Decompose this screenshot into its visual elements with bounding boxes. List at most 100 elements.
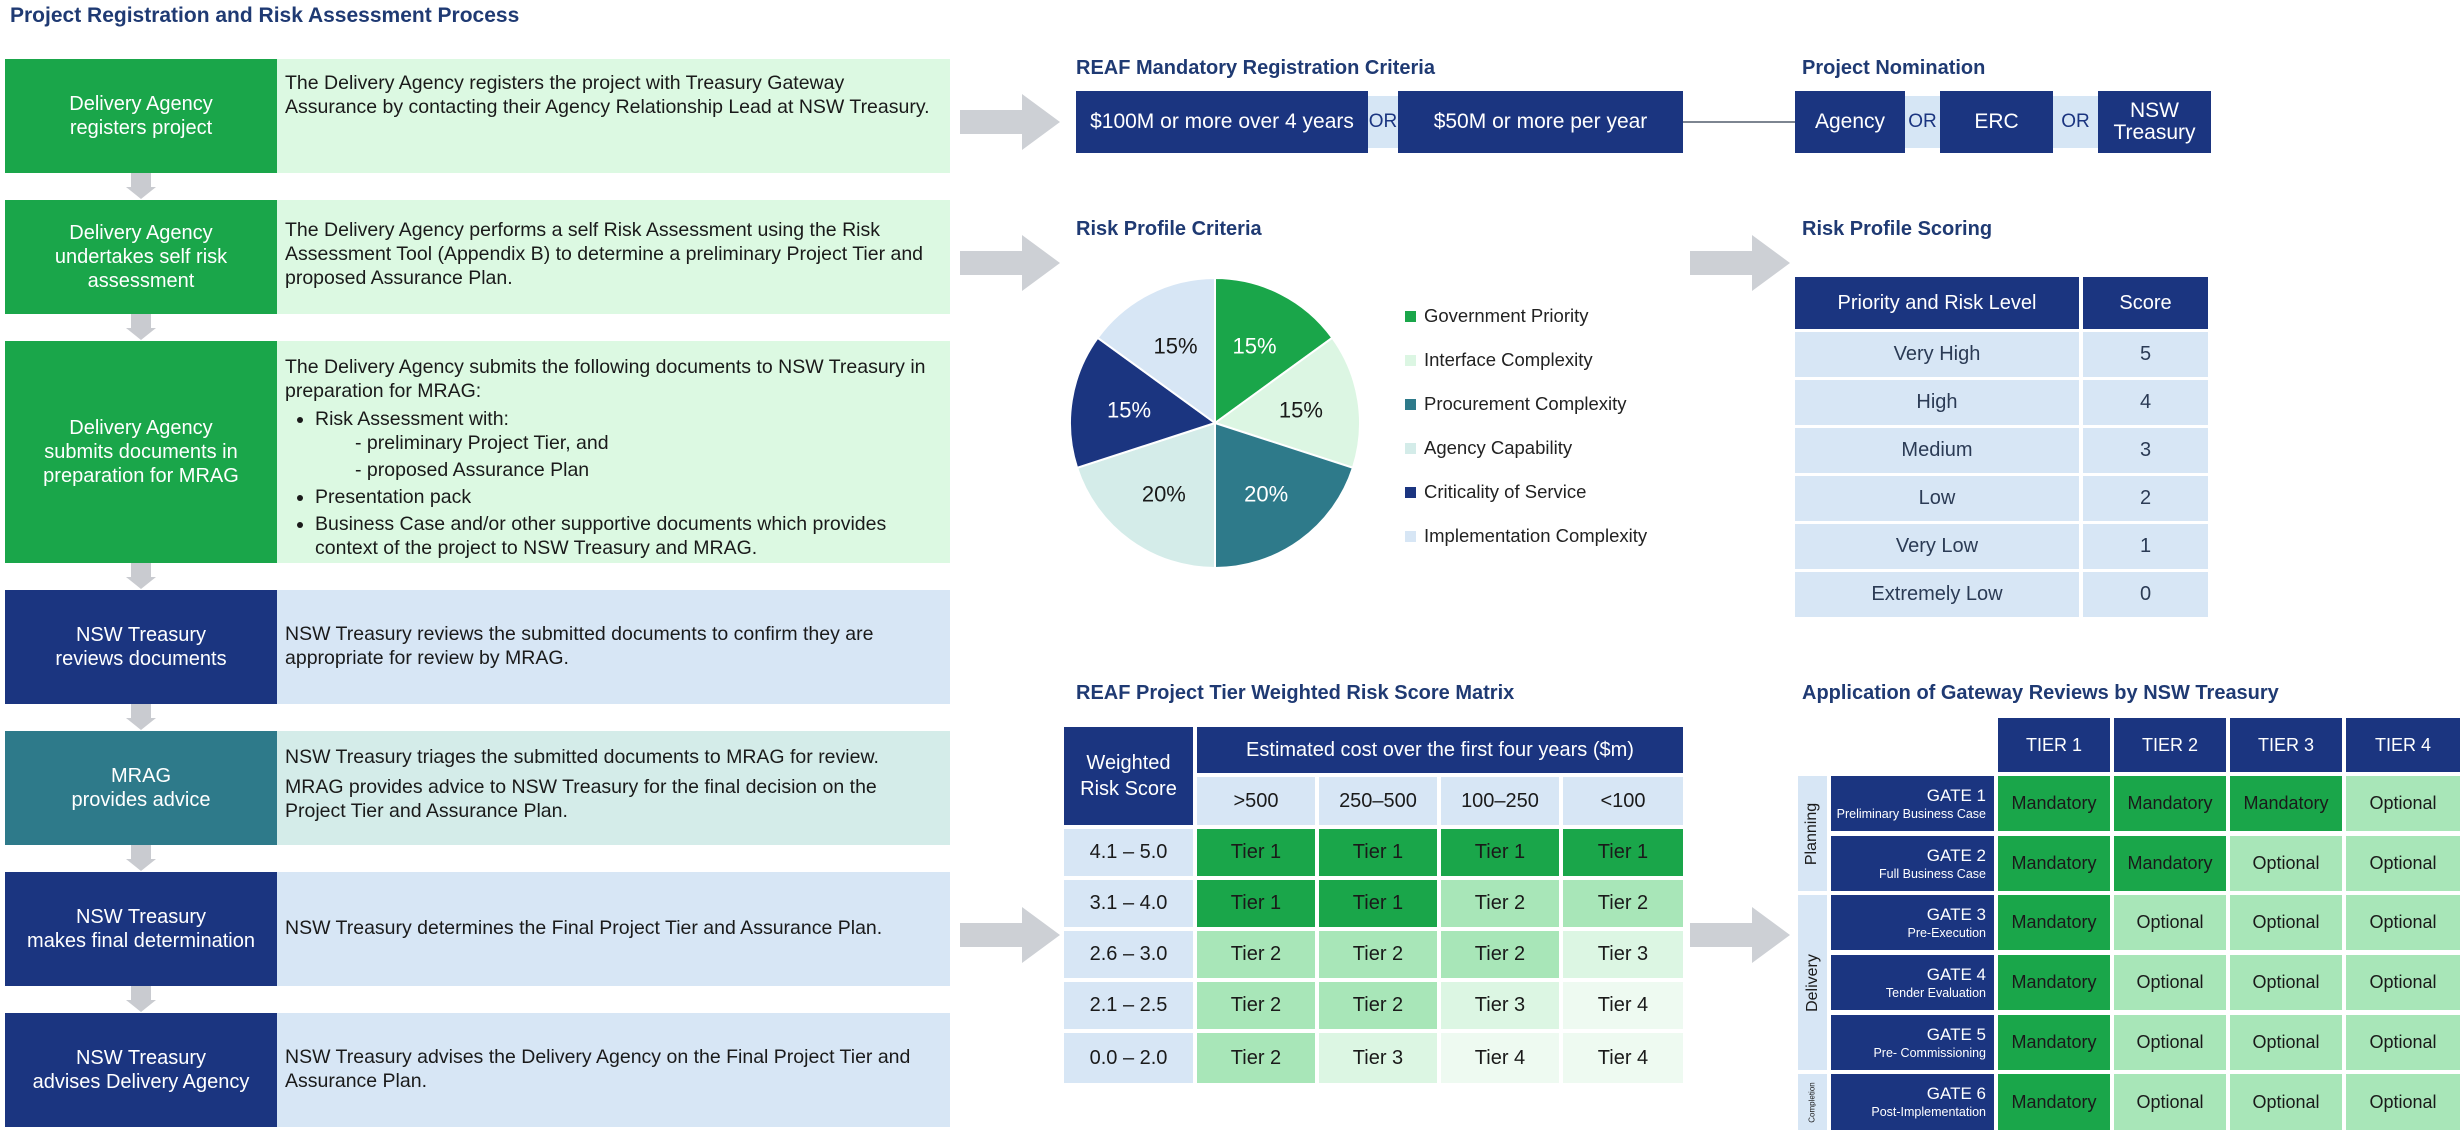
- step-desc-self-assessment: The Delivery Agency performs a self Risk…: [277, 200, 950, 314]
- gateway-cell: Mandatory: [1998, 1015, 2110, 1070]
- legend-item: Procurement Complexity: [1405, 393, 1627, 415]
- pie-slice-label: 20%: [1244, 481, 1288, 506]
- column-header-estimated-cost: Estimated cost over the first four years…: [1197, 727, 1683, 773]
- phase-label-delivery: Delivery: [1798, 895, 1827, 1070]
- step-box-label: Delivery Agency submits documents in pre…: [43, 417, 239, 487]
- step-desc-text: The Delivery Agency submits the followin…: [285, 356, 926, 402]
- down-arrow-icon: [126, 1000, 156, 1012]
- connector-line: [1683, 121, 1795, 123]
- gate-label: GATE 4 Tender Evaluation: [1831, 955, 1994, 1010]
- gateway-cell: Optional: [2114, 955, 2226, 1010]
- pie-slice-label: 15%: [1232, 333, 1276, 358]
- down-arrow-connector: [131, 173, 151, 189]
- gate-label: GATE 6 Post-Implementation: [1831, 1074, 1994, 1130]
- step-desc-register: The Delivery Agency registers the projec…: [277, 59, 950, 173]
- down-arrow-icon: [126, 859, 156, 871]
- tier-cell: Tier 3: [1563, 931, 1683, 978]
- sub-list: - preliminary Project Tier, and - propos…: [315, 431, 940, 482]
- tier-cell: Tier 1: [1319, 829, 1437, 876]
- legend-swatch: [1405, 530, 1416, 542]
- chart-title: Risk Profile Criteria: [1076, 218, 1262, 240]
- step-desc-final-determination: NSW Treasury determines the Final Projec…: [277, 872, 950, 986]
- matrix-heading: REAF Project Tier Weighted Risk Score Ma…: [1076, 682, 1515, 704]
- step-box-advise-agency: NSW Treasury advises Delivery Agency: [5, 1013, 277, 1127]
- risk-level-cell: Very High: [1795, 332, 2079, 377]
- gate-label: GATE 1 Preliminary Business Case: [1831, 776, 1994, 831]
- pie-slice: [1212, 336, 1361, 470]
- down-arrow-connector: [131, 986, 151, 1002]
- step-desc-mrag-advice: NSW Treasury triages the submitted docum…: [277, 731, 950, 845]
- gate-label: GATE 5 Pre- Commissioning: [1831, 1015, 1994, 1070]
- reaf-option-100m: $100M or more over 4 years: [1076, 91, 1368, 153]
- risk-level-cell: Medium: [1795, 428, 2079, 473]
- scoring-heading: Risk Profile Scoring: [1802, 218, 1993, 240]
- tier-cell: Tier 2: [1197, 931, 1315, 978]
- gateway-cell: Mandatory: [1998, 1074, 2110, 1130]
- step-desc-text-2: MRAG provides advice to NSW Treasury for…: [285, 776, 877, 822]
- nomination-agency: Agency: [1795, 91, 1905, 153]
- tier-cell: Tier 4: [1563, 982, 1683, 1029]
- tier-cell: Tier 3: [1319, 1033, 1437, 1083]
- risk-profile-pie-chart: 15% 15% 20% 20% 15% 15%: [1069, 276, 1361, 570]
- gateway-cell: Mandatory: [1998, 895, 2110, 950]
- list-item: Risk Assessment with: - preliminary Proj…: [315, 407, 940, 482]
- step-desc-review-documents: NSW Treasury reviews the submitted docum…: [277, 590, 950, 704]
- legend-swatch: [1405, 442, 1416, 454]
- gateway-cell: Optional: [2230, 836, 2342, 891]
- page-title: Project Registration and Risk Assessment…: [10, 4, 520, 27]
- step-box-register: Delivery Agency registers project: [5, 59, 277, 173]
- gateway-cell: Mandatory: [2114, 776, 2226, 831]
- right-arrow-icon: [1690, 907, 1790, 963]
- right-arrow-icon: [960, 94, 1060, 150]
- tier-header: TIER 3: [2230, 718, 2342, 772]
- score-cell: 1: [2083, 524, 2208, 569]
- step-desc-text: The Delivery Agency registers the projec…: [285, 72, 930, 118]
- legend-label: Implementation Complexity: [1424, 525, 1648, 546]
- tier-cell: Tier 1: [1563, 829, 1683, 876]
- score-range-cell: 4.1 – 5.0: [1064, 829, 1193, 876]
- gateway-cell: Optional: [2230, 1015, 2342, 1070]
- step-desc-text: NSW Treasury advises the Delivery Agency…: [285, 1046, 911, 1092]
- step-box-label: Delivery Agency undertakes self risk ass…: [54, 222, 228, 292]
- risk-level-cell: Very Low: [1795, 524, 2079, 569]
- gateway-cell: Optional: [2346, 776, 2460, 831]
- gateway-heading: Application of Gateway Reviews by NSW Tr…: [1802, 682, 2279, 704]
- gate-label: GATE 2 Full Business Case: [1831, 836, 1994, 891]
- tier-cell: Tier 2: [1441, 880, 1559, 927]
- score-range-cell: 3.1 – 4.0: [1064, 880, 1193, 927]
- cost-band-header: >500: [1197, 777, 1315, 825]
- down-arrow-connector: [131, 563, 151, 579]
- legend-item: Criticality of Service: [1405, 481, 1586, 503]
- tier-header: TIER 2: [2114, 718, 2226, 772]
- pie-slice: [1214, 276, 1334, 425]
- gateway-cell: Mandatory: [1998, 776, 2110, 831]
- column-header: Score: [2083, 277, 2208, 329]
- step-desc-advise-agency: NSW Treasury advises the Delivery Agency…: [277, 1013, 950, 1127]
- tier-cell: Tier 2: [1319, 982, 1437, 1029]
- or-badge: OR: [1905, 96, 1940, 148]
- legend-swatch: [1405, 310, 1416, 322]
- legend-label: Interface Complexity: [1424, 349, 1593, 370]
- score-cell: 5: [2083, 332, 2208, 377]
- pie-slice: [1075, 421, 1216, 570]
- down-arrow-icon: [126, 718, 156, 730]
- step-box-label: NSW Treasury reviews documents: [55, 624, 227, 670]
- tier-cell: Tier 4: [1563, 1033, 1683, 1083]
- tier-cell: Tier 3: [1441, 982, 1559, 1029]
- legend-swatch: [1405, 486, 1416, 498]
- gateway-cell: Mandatory: [1998, 836, 2110, 891]
- pie-slice-label: 20%: [1142, 481, 1186, 506]
- step-desc-text: NSW Treasury determines the Final Projec…: [285, 917, 883, 939]
- gateway-cell: Optional: [2346, 1074, 2460, 1130]
- down-arrow-icon: [126, 577, 156, 589]
- document-list: Risk Assessment with: - preliminary Proj…: [285, 407, 940, 560]
- pie-slice-label: 15%: [1279, 397, 1323, 422]
- risk-level-cell: Extremely Low: [1795, 572, 2079, 617]
- down-arrow-connector: [131, 314, 151, 330]
- list-item: Business Case and/or other supportive do…: [315, 512, 940, 560]
- legend-label: Procurement Complexity: [1424, 393, 1627, 414]
- right-arrow-icon: [1690, 235, 1790, 291]
- legend-label: Government Priority: [1424, 305, 1589, 326]
- down-arrow-icon: [126, 187, 156, 199]
- nomination-heading: Project Nomination: [1802, 57, 1986, 79]
